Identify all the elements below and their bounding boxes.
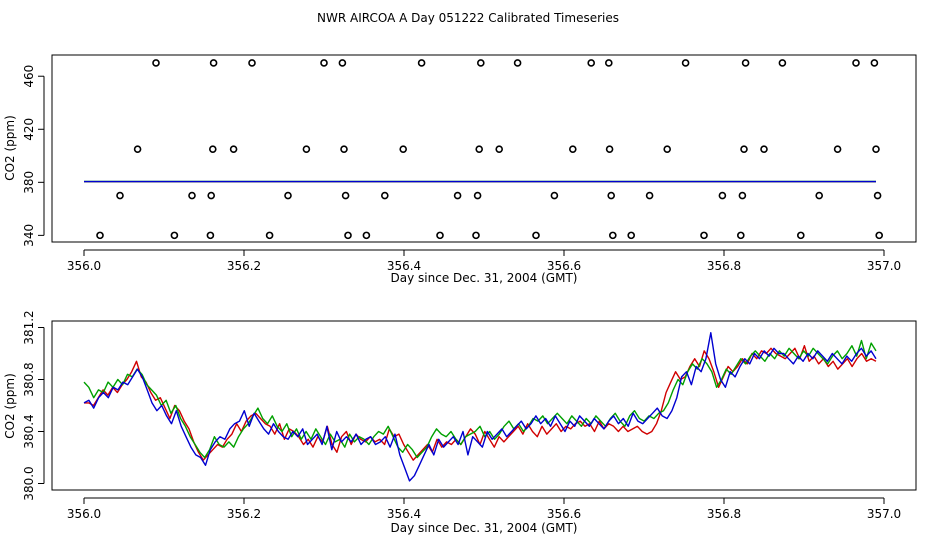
top-panel-y-label: CO2 (ppm)	[3, 115, 17, 181]
top-panel-data-point	[815, 191, 824, 200]
top-panel-data-point	[152, 59, 160, 67]
top-panel-data-point	[209, 145, 217, 153]
top-panel-x-tick-label: 356.8	[707, 259, 741, 273]
top-panel-data-point	[605, 145, 614, 153]
top-panel-x-label: Day since Dec. 31, 2004 (GMT)	[391, 271, 578, 285]
top-panel-x-tick-label: 356.4	[387, 259, 421, 273]
top-panel-data-point	[587, 59, 596, 67]
top-panel-data-point	[873, 191, 882, 200]
bottom-panel-x-tick-label: 356.4	[387, 507, 421, 521]
bottom-panel-y-tick-label: 381.2	[22, 310, 36, 344]
top-panel-data-point	[473, 191, 482, 200]
top-panel-data-point	[248, 59, 256, 67]
bottom-panel-y-label: CO2 (ppm)	[3, 373, 17, 439]
bottom-panel-x-tick-label: 356.8	[707, 507, 741, 521]
top-panel-x-tick-label: 356.0	[67, 259, 101, 273]
top-panel-data-point	[170, 231, 179, 240]
top-panel-x-tick-label: 357.0	[867, 259, 901, 273]
top-panel-data-point	[760, 145, 768, 153]
top-panel-data-point	[740, 145, 748, 153]
top-panel-data-point	[302, 145, 311, 153]
top-panel-data-point	[188, 191, 196, 200]
top-panel-data-point	[453, 191, 462, 200]
bottom-panel-y-tick-label: 380.4	[22, 414, 36, 448]
top-panel-data-point	[568, 145, 577, 153]
bottom-panel: 356.0 356.2 356.4 356.6 356.8 357.0 380.0380.…	[3, 310, 917, 535]
bottom-panel-y-axis: 380.0 380.4 380.8 381.2	[22, 310, 45, 501]
top-panel-y-tick-label: 460	[22, 65, 36, 88]
top-panel-data-point	[513, 59, 522, 67]
top-panel-x-tick-label: 356.2	[227, 259, 261, 273]
top-panel-data-point	[608, 231, 617, 240]
top-panel-data-point	[495, 145, 504, 153]
top-panel-data-point	[340, 145, 348, 153]
top-panel-x-axis: 356.0 356.2 356.4 356.6 356.8 357.0	[67, 249, 901, 273]
top-panel-data-point	[265, 231, 274, 240]
bottom-panel-x-tick-label: 356.2	[227, 507, 261, 521]
top-panel-data-point	[399, 145, 408, 153]
top-panel-y-axis: 340 380 420 460	[22, 65, 45, 247]
bottom-panel-series-line-0	[84, 345, 877, 461]
top-panel-data-point	[738, 191, 747, 200]
top-panel-data-point	[344, 231, 352, 240]
top-panel-data-point	[681, 59, 690, 67]
bottom-panel-x-axis: 356.0 356.2 356.4 356.6 356.8 357.0	[67, 497, 901, 521]
top-panel-data-point	[663, 145, 672, 153]
top-panel-data-point	[718, 191, 727, 200]
top-panel-data-point	[206, 231, 215, 240]
top-panel-data-point	[209, 59, 218, 67]
top-panel-data-point	[627, 231, 636, 240]
top-panel-data-point	[380, 191, 389, 200]
bottom-panel-x-label: Day since Dec. 31, 2004 (GMT)	[391, 521, 578, 535]
bottom-panel-x-tick-label: 356.6	[547, 507, 581, 521]
top-panel-points	[96, 59, 884, 240]
bottom-panel-series	[83, 332, 877, 482]
top-panel-data-point	[741, 59, 750, 67]
top-panel-data-point	[532, 231, 540, 240]
top-panel-data-point	[116, 191, 124, 200]
top-panel-data-point	[645, 191, 654, 200]
top-panel-data-point	[320, 59, 328, 67]
top-panel-data-point	[736, 231, 745, 240]
top-panel-frame	[51, 54, 917, 243]
top-panel-data-point	[417, 59, 426, 67]
top-panel-data-point	[833, 145, 842, 153]
top-panel-data-point	[607, 191, 616, 200]
top-panel-data-point	[476, 59, 485, 67]
top-panel-data-point	[700, 231, 708, 240]
top-panel-data-point	[604, 59, 613, 67]
figure-title: NWR AIRCOA A Day 051222 Calibrated Times…	[317, 11, 619, 25]
bottom-panel-series-line-1	[83, 339, 877, 459]
top-panel-y-tick-label: 380	[22, 171, 36, 194]
top-panel-data-point	[207, 191, 215, 200]
bottom-panel-series-line-2	[83, 332, 877, 482]
top-panel: 356.0 356.2 356.4 356.6 356.8 357.0 340 380 420…	[3, 54, 917, 285]
top-panel-data-point	[362, 231, 371, 240]
bottom-panel-x-tick-label: 357.0	[867, 507, 901, 521]
top-panel-data-point	[436, 231, 444, 240]
top-panel-data-point	[875, 231, 884, 240]
top-panel-data-point	[475, 145, 484, 153]
bottom-panel-frame	[51, 320, 917, 491]
top-panel-x-tick-label: 356.6	[547, 259, 581, 273]
top-panel-y-tick-label: 340	[22, 224, 36, 247]
top-panel-data-point	[284, 191, 292, 200]
top-panel-data-point	[796, 231, 805, 240]
top-panel-data-point	[96, 231, 104, 240]
top-panel-data-point	[229, 145, 238, 153]
top-panel-data-point	[550, 191, 559, 200]
top-panel-data-point	[872, 145, 880, 153]
bottom-panel-x-tick-label: 356.0	[67, 507, 101, 521]
top-panel-data-point	[870, 59, 879, 67]
bottom-panel-y-tick-label: 380.8	[22, 362, 36, 396]
bottom-panel-y-tick-label: 380.0	[22, 466, 36, 500]
top-panel-y-tick-label: 420	[22, 118, 36, 141]
top-panel-data-point	[341, 191, 350, 200]
top-panel-data-point	[852, 59, 860, 67]
top-panel-data-point	[778, 59, 787, 67]
top-panel-data-point	[133, 145, 142, 153]
top-panel-data-point	[338, 59, 347, 67]
top-panel-data-point	[472, 231, 480, 240]
